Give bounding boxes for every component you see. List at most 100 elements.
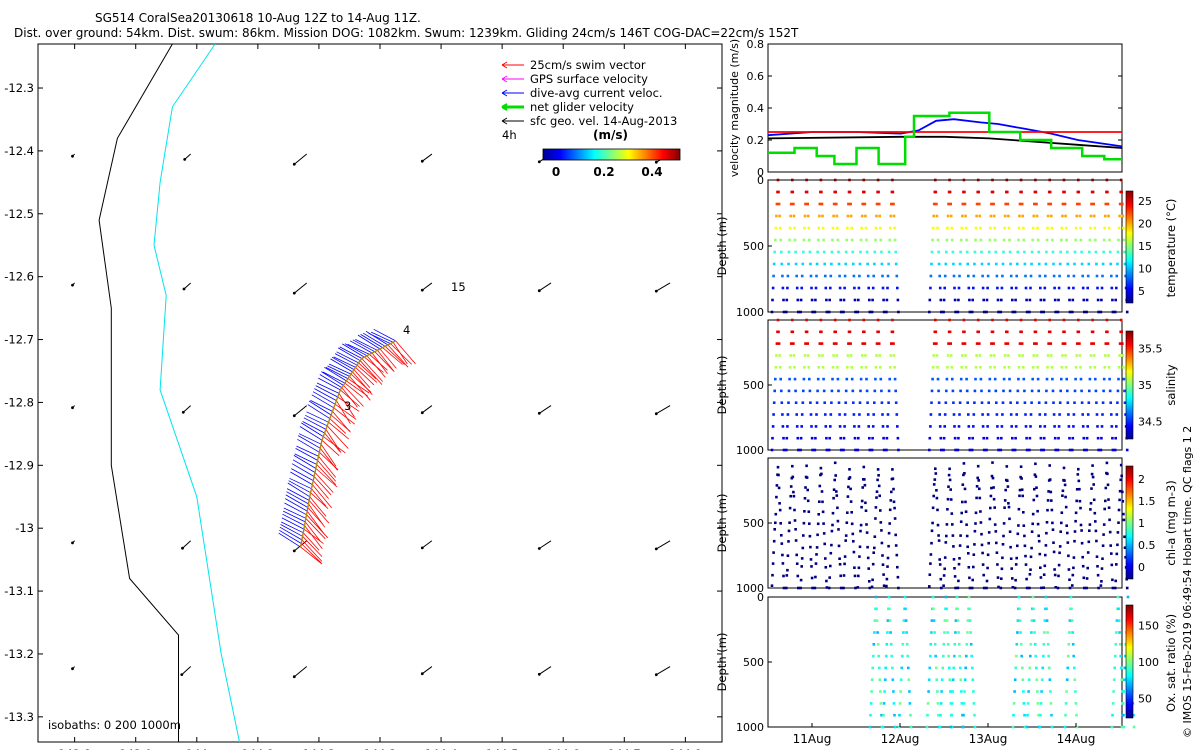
salinity-point [877, 342, 881, 345]
oxygen-point [973, 725, 977, 729]
oxygen-point [878, 678, 882, 681]
temperature-point [1036, 226, 1039, 230]
temperature-point [995, 262, 998, 266]
temperature-point [894, 250, 897, 254]
oxygen-point [959, 678, 963, 681]
temperature-point [935, 214, 939, 218]
dive-avg-current-vector [331, 356, 355, 370]
temperature-point [775, 202, 779, 206]
oxygen-point [872, 643, 876, 646]
chla-point [781, 553, 784, 557]
chla-point [1066, 541, 1070, 544]
chla-point [822, 522, 825, 525]
temperature-point [1022, 238, 1026, 242]
temperature-point [950, 226, 954, 230]
chla-point [830, 529, 834, 533]
trajectory-map: 143.8143.9144144.1144.2144.3144.4144.514… [4, 43, 723, 750]
temperature-point [949, 214, 953, 218]
temperature-point [961, 214, 964, 218]
chla-point [972, 553, 976, 556]
colorbar-tick-label: 25 [1138, 195, 1152, 208]
geo-velocity-arrowhead [71, 541, 74, 545]
temperature-point [887, 262, 890, 266]
temperature-point [1083, 310, 1086, 314]
swim-vector [382, 347, 403, 365]
temperature-point [949, 202, 952, 206]
salinity-point [1122, 366, 1125, 369]
chla-point [1094, 529, 1098, 533]
salinity-point [809, 401, 812, 404]
chla-point [1083, 586, 1086, 590]
oxygen-point [897, 725, 901, 729]
chla-point [934, 472, 938, 475]
oxygen-point [878, 666, 881, 670]
oxygen-point [1039, 702, 1043, 705]
temperature-point [1073, 250, 1077, 254]
temperature-point [1063, 202, 1067, 206]
temperature-point [1016, 262, 1019, 266]
chla-point [1004, 488, 1007, 492]
salinity-point [849, 354, 853, 357]
dive-avg-current-vector [321, 371, 344, 386]
temperature-point [1038, 274, 1042, 278]
chla-point [844, 539, 847, 542]
oxygen-point [926, 713, 929, 717]
temperature-point [931, 226, 935, 230]
temperature-point [1030, 250, 1034, 254]
oxygen-point [1118, 643, 1122, 646]
salinity-point [896, 436, 900, 440]
salinity-point [1092, 342, 1095, 345]
chla-point [842, 574, 846, 577]
salinity-point [829, 425, 832, 428]
chla-point [791, 464, 794, 468]
chla-point [1046, 499, 1050, 502]
temperature-point [993, 238, 997, 242]
oxygen-point [954, 619, 958, 622]
chla-point [1052, 541, 1055, 544]
salinity-point [850, 377, 854, 381]
chla-point [770, 584, 774, 587]
salinity-point [1025, 448, 1029, 452]
salinity-point [1061, 342, 1065, 345]
salinity-point [1036, 366, 1039, 369]
salinity-point [815, 401, 819, 404]
temperature-point [835, 214, 839, 218]
salinity-point [1107, 366, 1111, 369]
temperature-point [830, 262, 833, 266]
temperature-point [1096, 286, 1099, 290]
chla-point [932, 494, 935, 498]
geo-velocity-arrowhead [537, 547, 541, 550]
oxygen-point [1117, 607, 1120, 611]
velocity-y-tick-label: 0.6 [747, 70, 765, 83]
temperature-point [1067, 274, 1070, 278]
salinity-point [1023, 389, 1026, 393]
swim-vector [395, 340, 416, 365]
oxygen-point [940, 690, 943, 693]
geo-velocity-arrowhead [180, 673, 184, 676]
salinity-point [896, 425, 899, 428]
salinity-point [829, 413, 833, 416]
salinity-point [810, 436, 814, 440]
chla-point [1045, 521, 1049, 524]
swim-vector [343, 385, 364, 407]
geo-velocity-arrowhead [420, 288, 424, 292]
salinity-point [859, 377, 863, 381]
chla-point [1031, 512, 1035, 516]
oxygen-point [1110, 725, 1114, 729]
temperature-point [1101, 274, 1104, 278]
temperature-point [989, 226, 992, 230]
oxygen-point [1112, 678, 1116, 681]
swim-vector [309, 496, 327, 517]
oxygen-point [887, 595, 891, 599]
temperature-point [1060, 238, 1063, 242]
temperature-point [1123, 250, 1126, 254]
oxygen-point [1115, 631, 1118, 634]
salinity-point [878, 354, 881, 357]
chla-point [1095, 539, 1098, 543]
salinity-point [864, 366, 868, 369]
isobath-1000m-line [153, 43, 240, 743]
chla-point [1072, 566, 1075, 570]
temperature-point [1106, 202, 1110, 206]
salinity-point [805, 318, 808, 322]
salinity-point [797, 448, 800, 452]
